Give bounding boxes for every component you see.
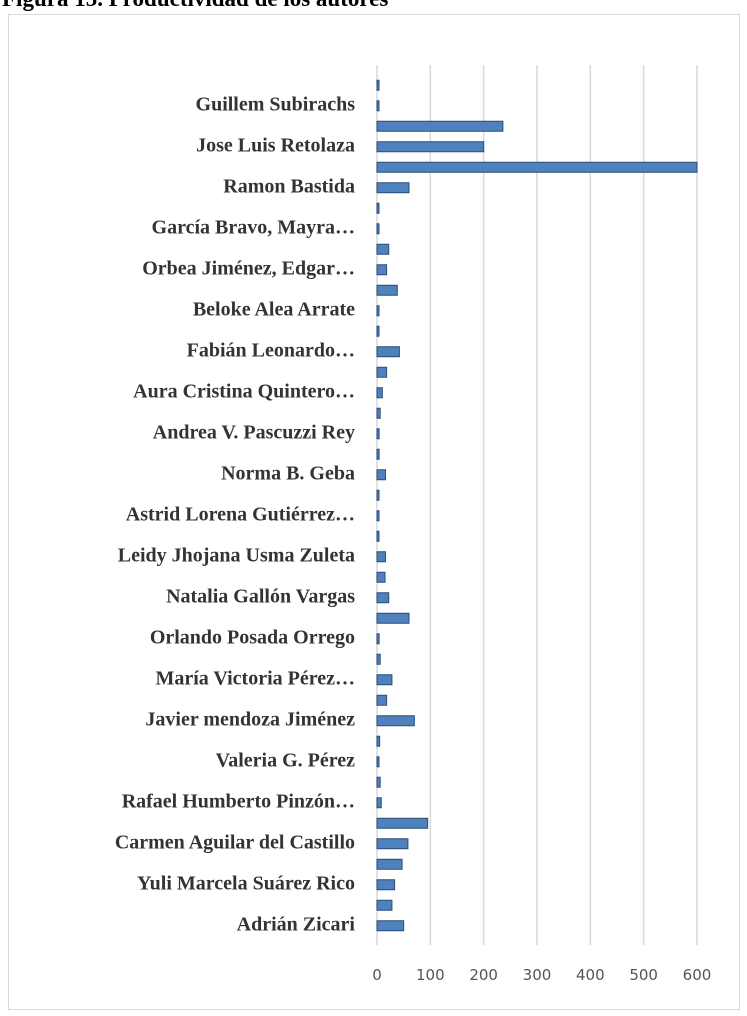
bar: [376, 694, 388, 706]
x-tick-label: 300: [523, 966, 552, 984]
bar: [376, 100, 380, 112]
bar: [376, 756, 380, 768]
y-tick-label: Adrián Zicari: [237, 913, 356, 935]
y-tick-label: García Bravo, Mayra…: [152, 216, 355, 238]
bar: [376, 653, 381, 665]
bar: [376, 325, 380, 337]
bar: [376, 120, 504, 132]
y-tick-label: Beloke Alea Arrate: [193, 298, 355, 320]
bar: [376, 489, 380, 501]
y-tick-label: Rafael Humberto Pinzón…: [122, 790, 355, 812]
y-tick-label: Guillem Subirachs: [196, 93, 356, 115]
bar: [376, 838, 409, 850]
bar: [376, 387, 383, 399]
bar: [376, 674, 393, 686]
bar: [376, 858, 403, 870]
y-tick-label: Norma B. Geba: [221, 462, 355, 484]
bar: [376, 776, 381, 788]
bar: [376, 428, 380, 440]
bar: [376, 920, 405, 932]
y-tick-label: Jose Luis Retolaza: [196, 134, 355, 156]
bar: [376, 366, 388, 378]
bar: [376, 510, 380, 522]
bar: [376, 161, 698, 173]
bar: [376, 551, 387, 563]
bar: [376, 469, 387, 481]
bar: [376, 715, 415, 727]
bar: [376, 141, 485, 153]
y-tick-label: Carmen Aguilar del Castillo: [115, 831, 355, 853]
bar: [376, 612, 410, 624]
bar: [376, 571, 386, 583]
x-tick-label: 100: [416, 966, 445, 984]
bar: [376, 879, 396, 891]
bar: [376, 530, 380, 542]
bar: [376, 284, 398, 296]
bar: [376, 182, 410, 194]
bar: [376, 264, 388, 276]
y-tick-label: Andrea V. Pascuzzi Rey: [153, 421, 355, 443]
bar: [376, 899, 393, 911]
x-tick-label: 400: [576, 966, 605, 984]
y-tick-label: María Victoria Pérez…: [155, 667, 355, 689]
y-tick-label: Fabián Leonardo…: [187, 339, 355, 361]
y-tick-label: Leidy Jhojana Usma Zuleta: [118, 544, 355, 566]
x-tick-label: 200: [469, 966, 498, 984]
bar: [376, 79, 380, 91]
bar: [376, 202, 380, 214]
bar: [376, 633, 380, 645]
bar: [376, 223, 380, 235]
chart-border: [8, 14, 740, 1010]
bar: [376, 448, 380, 460]
y-tick-label: Orbea Jiménez, Edgar…: [142, 257, 355, 279]
y-tick-label: Javier mendoza Jiménez: [145, 708, 355, 730]
y-tick-label: Orlando Posada Orrego: [150, 626, 355, 648]
bar: [376, 797, 382, 809]
bar: [376, 407, 381, 419]
y-tick-label: Ramon Bastida: [223, 175, 355, 197]
bar: [376, 817, 429, 829]
x-tick-label: 600: [683, 966, 712, 984]
x-tick-label: 0: [372, 966, 382, 984]
y-tick-label: Astrid Lorena Gutiérrez…: [126, 503, 355, 525]
y-tick-label: Yuli Marcela Suárez Rico: [137, 872, 355, 894]
y-tick-label: Natalia Gallón Vargas: [166, 585, 355, 607]
bar: [376, 346, 400, 358]
bar: [376, 243, 390, 255]
y-tick-label: Valeria G. Pérez: [216, 749, 356, 771]
x-tick-label: 500: [629, 966, 658, 984]
y-tick-label: Aura Cristina Quintero…: [133, 380, 355, 402]
bar: [376, 592, 390, 604]
bar: [376, 305, 380, 317]
bar: [376, 735, 381, 747]
chart-title: Figura 15. Productividad de los autores: [2, 0, 388, 11]
